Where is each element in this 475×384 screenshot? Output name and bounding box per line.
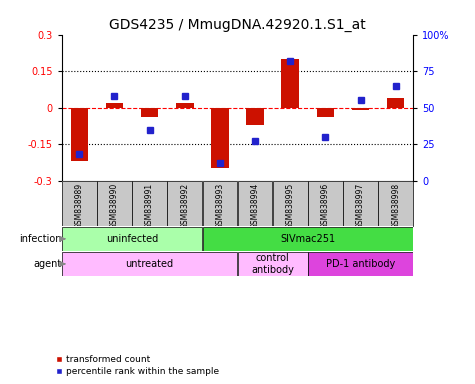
FancyBboxPatch shape <box>62 227 202 251</box>
Text: GSM838989: GSM838989 <box>75 183 84 229</box>
FancyBboxPatch shape <box>202 227 413 251</box>
FancyBboxPatch shape <box>62 180 97 226</box>
Bar <box>71 108 88 161</box>
Legend: transformed count, percentile rank within the sample: transformed count, percentile rank withi… <box>52 352 223 379</box>
Text: uninfected: uninfected <box>106 234 158 244</box>
FancyBboxPatch shape <box>238 180 273 226</box>
FancyBboxPatch shape <box>378 180 413 226</box>
FancyBboxPatch shape <box>132 180 167 226</box>
Text: GSM838998: GSM838998 <box>391 183 400 229</box>
Bar <box>281 59 299 108</box>
Bar <box>352 108 369 110</box>
Text: agent: agent <box>34 259 62 269</box>
Text: SIVmac251: SIVmac251 <box>280 234 335 244</box>
Text: GSM838993: GSM838993 <box>216 183 224 229</box>
FancyBboxPatch shape <box>167 180 202 226</box>
Bar <box>176 103 194 108</box>
FancyBboxPatch shape <box>202 180 238 226</box>
Bar <box>141 108 158 118</box>
Bar <box>247 108 264 125</box>
Text: GSM838991: GSM838991 <box>145 183 154 229</box>
Text: PD-1 antibody: PD-1 antibody <box>326 259 395 269</box>
Text: infection: infection <box>19 234 62 244</box>
FancyBboxPatch shape <box>273 180 308 226</box>
FancyBboxPatch shape <box>308 180 343 226</box>
FancyBboxPatch shape <box>62 252 238 276</box>
Text: GSM838994: GSM838994 <box>251 183 259 229</box>
Bar <box>316 108 334 118</box>
FancyBboxPatch shape <box>308 252 413 276</box>
Text: untreated: untreated <box>125 259 174 269</box>
Title: GDS4235 / MmugDNA.42920.1.S1_at: GDS4235 / MmugDNA.42920.1.S1_at <box>109 18 366 32</box>
Bar <box>211 108 228 169</box>
Text: GSM838996: GSM838996 <box>321 183 330 229</box>
Bar <box>105 103 124 108</box>
Text: GSM838990: GSM838990 <box>110 183 119 229</box>
FancyBboxPatch shape <box>343 180 378 226</box>
FancyBboxPatch shape <box>97 180 132 226</box>
Text: GSM838997: GSM838997 <box>356 183 365 229</box>
Text: control
antibody: control antibody <box>251 253 294 275</box>
FancyBboxPatch shape <box>238 252 308 276</box>
Text: GSM838995: GSM838995 <box>286 183 294 229</box>
Bar <box>387 98 404 108</box>
Text: GSM838992: GSM838992 <box>180 183 189 229</box>
